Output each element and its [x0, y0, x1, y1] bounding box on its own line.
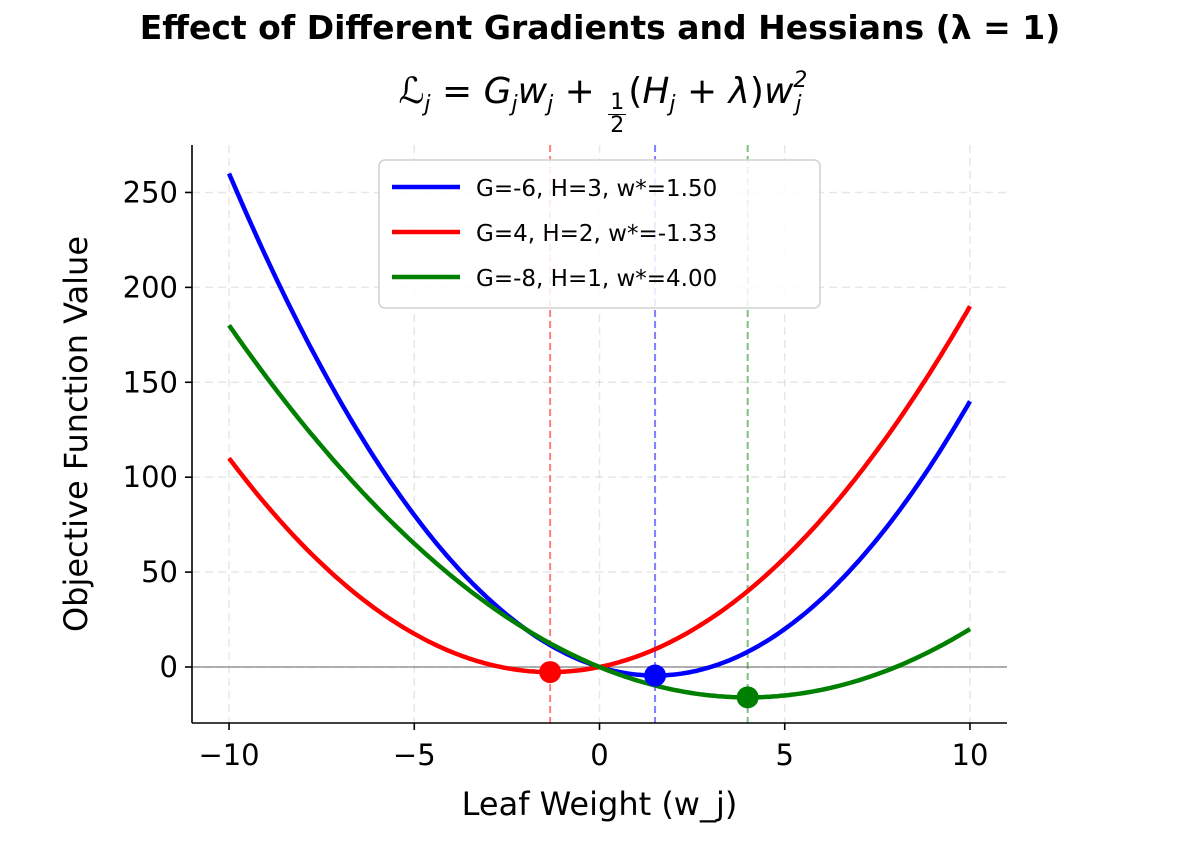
x-tick-label: 10	[952, 738, 989, 772]
legend-label: G=-6, H=3, w*=1.50	[476, 176, 717, 202]
x-tick-label: 5	[776, 738, 794, 772]
y-tick-label: 50	[141, 555, 178, 589]
y-tick-label: 100	[123, 460, 178, 494]
x-tick-label: 0	[590, 738, 608, 772]
minimum-point	[644, 664, 667, 687]
y-tick-label: 0	[160, 650, 178, 684]
y-tick-label: 200	[123, 270, 178, 304]
legend-label: G=4, H=2, w*=-1.33	[476, 221, 717, 247]
y-tick-label: 150	[123, 365, 178, 399]
legend-label: G=-8, H=1, w*=4.00	[476, 266, 717, 292]
x-axis-label: Leaf Weight (w_j)	[462, 785, 738, 823]
x-tick-label: −5	[393, 738, 436, 772]
minimum-point	[736, 686, 759, 709]
chart-title: Effect of Different Gradients and Hessia…	[139, 8, 1061, 47]
y-axis-label: Objective Function Value	[57, 236, 95, 632]
series-line	[227, 323, 972, 700]
y-tick-label: 250	[123, 175, 178, 209]
legend-box	[378, 159, 821, 309]
minimum-point	[539, 661, 562, 684]
x-tick-label: −10	[198, 738, 259, 772]
chart-subtitle-formula: ℒj = Gjwj + 1 2 (Hj + λ)w2j	[398, 68, 808, 138]
